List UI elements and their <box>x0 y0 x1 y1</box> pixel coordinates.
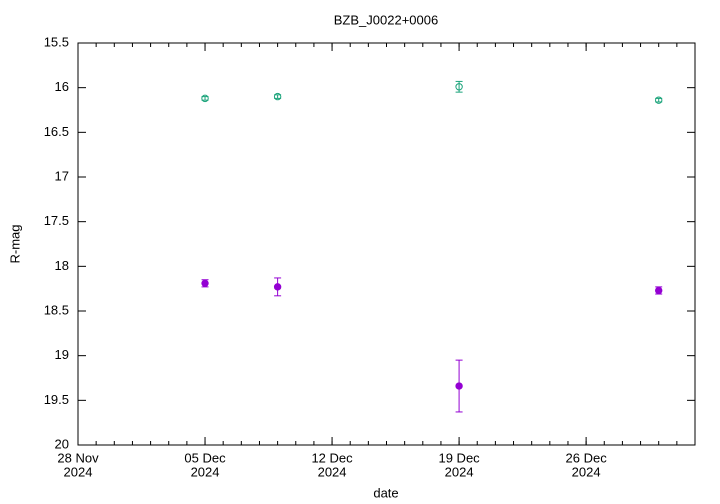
point <box>655 96 663 104</box>
x-tick-label: 19 Dec <box>438 450 480 465</box>
y-tick-label: 17.5 <box>44 213 69 228</box>
chart-title: BZB_J0022+0006 <box>334 12 438 27</box>
y-tick-label: 18.5 <box>44 302 69 317</box>
y-tick-label: 18 <box>55 258 69 273</box>
x-tick-label: 12 Dec <box>311 450 353 465</box>
y-tick-label: 15.5 <box>44 34 69 49</box>
x-tick-label: 2024 <box>445 464 474 479</box>
point <box>273 283 282 291</box>
y-tick-label: 20 <box>55 436 69 451</box>
x-tick-label: 26 Dec <box>566 450 608 465</box>
x-tick-label: 2024 <box>64 464 93 479</box>
point <box>201 279 209 288</box>
point <box>201 94 209 103</box>
y-axis-label: R-mag <box>7 224 22 263</box>
y-tick-label: 16.5 <box>44 124 69 139</box>
x-axis-label: date <box>373 485 398 500</box>
point <box>273 92 282 101</box>
point <box>455 83 463 91</box>
y-tick-label: 19 <box>55 347 69 362</box>
x-tick-label: 05 Dec <box>184 450 226 465</box>
plot-frame <box>77 42 696 446</box>
x-tick-label: 2024 <box>191 464 220 479</box>
y-tick-label: 17 <box>55 168 69 183</box>
y-tick-label: 19.5 <box>44 392 69 407</box>
error-bar <box>455 80 463 93</box>
x-tick-label: 2024 <box>318 464 347 479</box>
y-tick-label: 16 <box>55 79 69 94</box>
point <box>455 382 463 390</box>
x-tick-label: 28 Nov <box>57 450 99 465</box>
point <box>655 286 663 295</box>
x-tick-label: 2024 <box>572 464 601 479</box>
